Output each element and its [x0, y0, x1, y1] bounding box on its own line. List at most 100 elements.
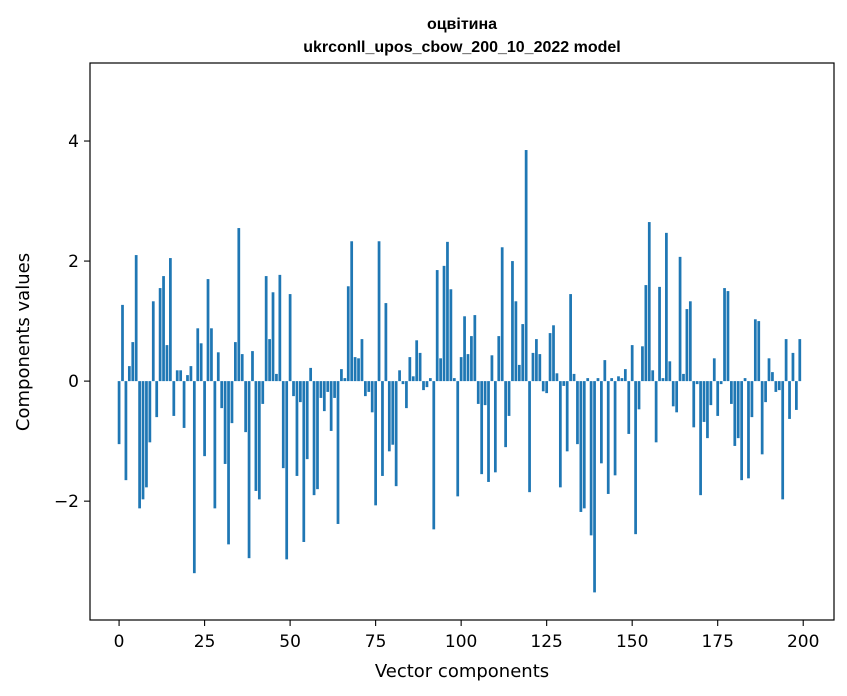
x-tick-label: 100	[445, 632, 477, 652]
bar-166	[685, 309, 689, 382]
bar-14	[165, 345, 169, 382]
bar-87	[415, 340, 419, 382]
bar-43	[264, 276, 268, 382]
bar-115	[511, 261, 514, 382]
bar-190	[767, 358, 771, 382]
y-axis-label: Components values	[13, 253, 34, 431]
bar-119	[524, 150, 528, 382]
bar-66	[343, 378, 347, 382]
bar-39	[251, 351, 254, 382]
bar-168	[692, 381, 696, 428]
bar-19	[182, 381, 186, 428]
bar-176	[719, 381, 723, 385]
bar-73	[367, 381, 371, 392]
bar-155	[647, 222, 651, 382]
bar-162	[671, 381, 675, 407]
bar-56	[309, 367, 313, 382]
bar-125	[545, 381, 549, 394]
bar-2	[124, 381, 128, 481]
bar-24	[199, 343, 203, 382]
bar-95	[442, 265, 446, 382]
bar-75	[374, 381, 377, 506]
bar-180	[733, 381, 737, 446]
x-tick-label: 75	[365, 632, 387, 652]
bar-128	[555, 373, 559, 382]
bar-99	[456, 381, 460, 497]
bar-86	[411, 376, 415, 382]
bar-194	[781, 381, 785, 500]
bar-25	[203, 381, 206, 457]
bar-94	[439, 358, 442, 382]
bar-198	[795, 381, 798, 410]
bar-191	[771, 372, 774, 382]
bar-164	[678, 256, 682, 382]
bar-189	[764, 381, 767, 403]
bar-174	[712, 358, 716, 382]
bar-184	[747, 381, 750, 479]
bar-83	[401, 381, 405, 385]
bar-46	[275, 373, 278, 382]
bar-131	[565, 381, 569, 452]
bar-22	[192, 381, 196, 574]
y-tick-label: −2	[54, 492, 79, 512]
bar-31	[223, 381, 227, 464]
bar-122	[535, 339, 538, 382]
bar-179	[730, 381, 733, 404]
bar-63	[333, 381, 336, 398]
bar-111	[497, 336, 501, 382]
bar-27	[210, 328, 213, 382]
bar-64	[336, 381, 340, 524]
bar-102	[466, 354, 470, 382]
bar-197	[791, 352, 795, 382]
bar-35	[237, 228, 241, 382]
bar-1	[121, 304, 124, 382]
bar-145	[613, 381, 617, 476]
bar-12	[158, 288, 162, 382]
bar-71	[360, 339, 364, 382]
bar-41	[257, 381, 261, 500]
bar-171	[702, 381, 706, 422]
bar-80	[391, 381, 395, 445]
bar-121	[531, 352, 535, 382]
bar-21	[189, 366, 193, 382]
bar-193	[777, 381, 781, 391]
bar-130	[562, 381, 566, 386]
bar-103	[470, 336, 473, 382]
bar-47	[278, 274, 282, 382]
bar-33	[230, 381, 234, 424]
bar-45	[271, 292, 275, 382]
bar-30	[220, 381, 224, 409]
bar-17	[175, 370, 179, 382]
bar-60	[322, 381, 326, 412]
x-tick-label: 25	[194, 632, 216, 652]
y-tick-label: 4	[68, 132, 79, 152]
bar-123	[538, 354, 542, 382]
bar-151	[634, 381, 637, 535]
bar-136	[582, 381, 586, 509]
bar-169	[695, 381, 699, 385]
bar-53	[299, 381, 302, 403]
bar-57	[312, 381, 316, 496]
bar-4	[131, 342, 135, 382]
bar-84	[405, 381, 408, 409]
bar-149	[627, 381, 631, 434]
bar-150	[630, 345, 634, 382]
bar-3	[127, 366, 131, 382]
bar-98	[452, 378, 456, 382]
bar-183	[743, 378, 747, 382]
bar-116	[514, 301, 518, 382]
bar-148	[623, 369, 627, 382]
bar-157	[654, 381, 658, 443]
bar-159	[661, 378, 665, 382]
bar-187	[757, 321, 761, 382]
bar-107	[483, 381, 487, 406]
bar-181	[736, 381, 740, 439]
x-tick-label: 200	[787, 632, 819, 652]
bar-108	[487, 381, 490, 482]
bar-120	[528, 381, 531, 493]
bar-97	[449, 289, 453, 382]
bar-146	[617, 376, 620, 382]
bar-152	[637, 381, 641, 410]
bar-68	[350, 241, 354, 382]
